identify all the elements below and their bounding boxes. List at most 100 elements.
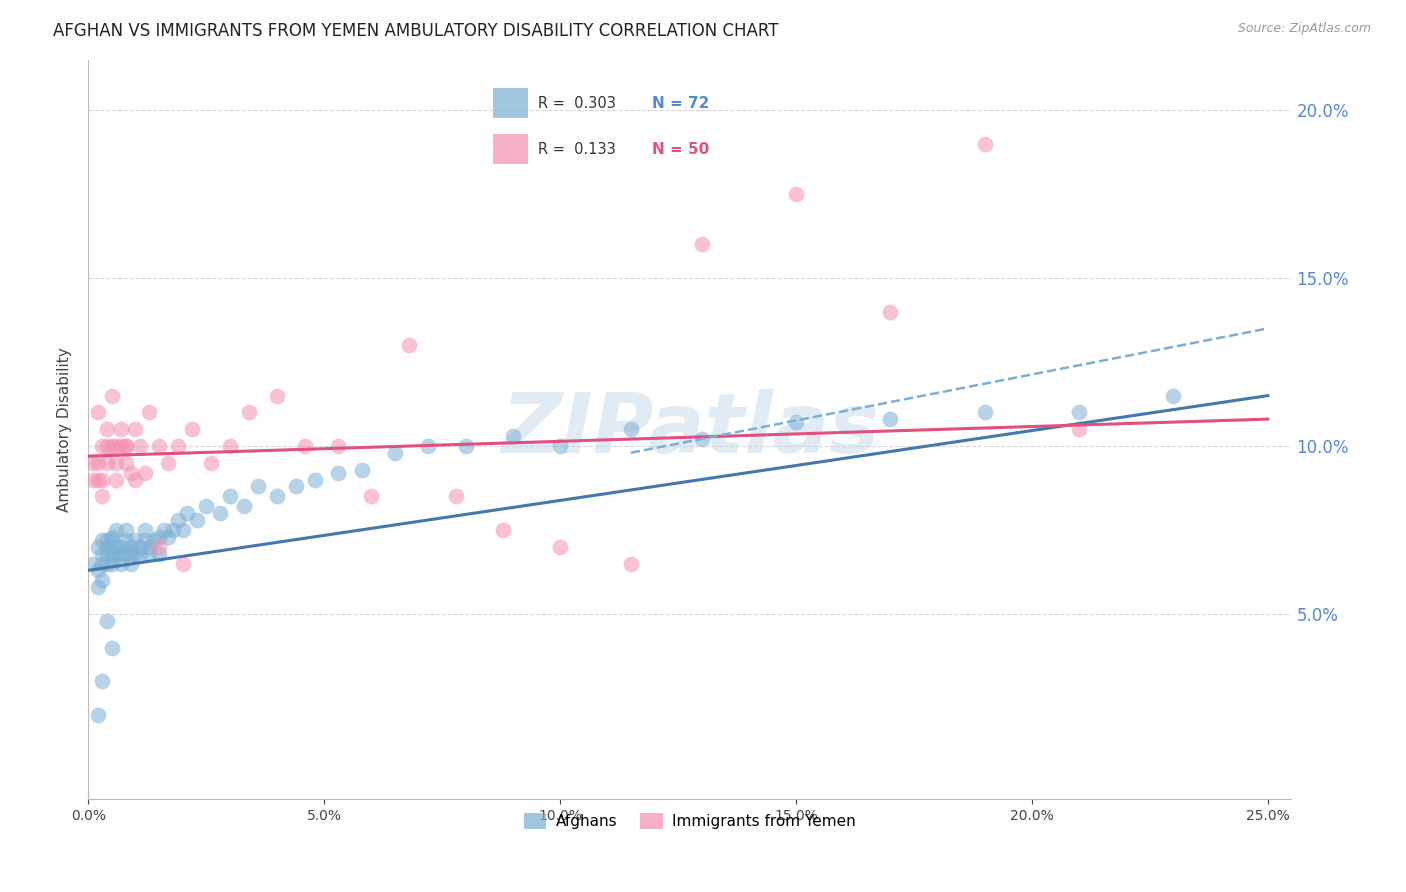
Point — [172, 557, 194, 571]
Point — [115, 439, 138, 453]
Point — [157, 530, 180, 544]
Point — [416, 439, 439, 453]
Point — [181, 422, 204, 436]
Point — [1163, 389, 1185, 403]
Point — [96, 533, 118, 547]
Point — [384, 446, 406, 460]
Point — [785, 416, 807, 430]
Point — [209, 506, 232, 520]
Point — [124, 473, 146, 487]
Text: AFGHAN VS IMMIGRANTS FROM YEMEN AMBULATORY DISABILITY CORRELATION CHART: AFGHAN VS IMMIGRANTS FROM YEMEN AMBULATO… — [53, 22, 779, 40]
Point — [454, 439, 477, 453]
Point — [148, 439, 170, 453]
Point — [124, 533, 146, 547]
Point — [86, 540, 108, 554]
Point — [176, 506, 198, 520]
Point — [105, 523, 128, 537]
Point — [86, 563, 108, 577]
Point — [91, 439, 114, 453]
Point — [96, 557, 118, 571]
Point — [143, 533, 166, 547]
Point — [120, 540, 142, 554]
Point — [96, 456, 118, 470]
Point — [162, 523, 184, 537]
Point — [973, 405, 995, 419]
Point — [492, 523, 515, 537]
Point — [120, 557, 142, 571]
Point — [100, 547, 122, 561]
Y-axis label: Ambulatory Disability: Ambulatory Disability — [58, 347, 72, 512]
Point — [110, 540, 132, 554]
Point — [620, 422, 643, 436]
Point — [548, 540, 571, 554]
Point — [105, 540, 128, 554]
Point — [973, 136, 995, 151]
Point — [110, 439, 132, 453]
Point — [124, 422, 146, 436]
Point — [148, 547, 170, 561]
Point — [96, 547, 118, 561]
Point — [110, 557, 132, 571]
Point — [690, 237, 713, 252]
Point — [157, 456, 180, 470]
Point — [328, 439, 350, 453]
Point — [100, 530, 122, 544]
Point — [120, 547, 142, 561]
Point — [247, 479, 270, 493]
Point — [86, 405, 108, 419]
Point — [100, 439, 122, 453]
Point — [138, 547, 160, 561]
Point — [96, 540, 118, 554]
Point — [294, 439, 316, 453]
Point — [152, 523, 174, 537]
Point — [86, 456, 108, 470]
Point — [129, 540, 152, 554]
Point — [266, 490, 288, 504]
Point — [91, 473, 114, 487]
Point — [115, 547, 138, 561]
Point — [91, 533, 114, 547]
Point — [105, 547, 128, 561]
Point — [360, 490, 382, 504]
Point — [96, 439, 118, 453]
Point — [166, 513, 188, 527]
Point — [100, 533, 122, 547]
Point — [200, 456, 222, 470]
Point — [134, 533, 156, 547]
Point — [690, 432, 713, 446]
Point — [91, 490, 114, 504]
Point — [120, 466, 142, 480]
Point — [186, 513, 208, 527]
Point — [105, 473, 128, 487]
Point — [110, 547, 132, 561]
Point — [350, 462, 373, 476]
Point — [86, 707, 108, 722]
Point — [105, 456, 128, 470]
Point — [115, 456, 138, 470]
Point — [115, 523, 138, 537]
Point — [82, 456, 104, 470]
Point — [96, 614, 118, 628]
Point — [91, 574, 114, 588]
Text: Source: ZipAtlas.com: Source: ZipAtlas.com — [1237, 22, 1371, 36]
Point — [115, 533, 138, 547]
Point — [218, 439, 240, 453]
Point — [232, 500, 254, 514]
Point — [879, 412, 901, 426]
Point — [148, 540, 170, 554]
Point — [100, 557, 122, 571]
Point — [110, 422, 132, 436]
Point — [91, 557, 114, 571]
Point — [134, 523, 156, 537]
Point — [172, 523, 194, 537]
Point — [86, 580, 108, 594]
Point — [100, 640, 122, 655]
Point — [166, 439, 188, 453]
Point — [124, 547, 146, 561]
Point — [502, 429, 524, 443]
Point — [138, 540, 160, 554]
Point — [284, 479, 307, 493]
Point — [548, 439, 571, 453]
Point — [129, 547, 152, 561]
Point — [91, 674, 114, 689]
